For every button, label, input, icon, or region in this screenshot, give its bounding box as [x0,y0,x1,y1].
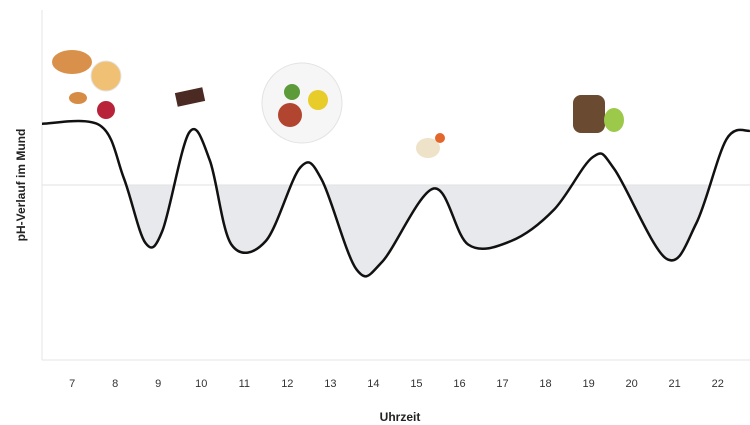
x-axis-label: Uhrzeit [380,410,421,424]
x-tick-label: 21 [669,378,681,390]
food-chocolate [175,87,205,107]
chart: pH-Verlauf im Mund Uhrzeit 7 8 9 10 11 12 13 14… [0,0,750,425]
x-tick-label: 8 [112,378,118,390]
food-breakfast [52,50,121,119]
x-tick-label: 16 [453,378,465,390]
x-tick-label: 14 [367,378,379,390]
x-tick-label: 15 [410,378,422,390]
food-sandwich [573,95,624,133]
x-tick-label: 13 [324,378,336,390]
x-tick-label: 17 [496,378,508,390]
food-dessert [416,133,445,158]
x-tick-label: 9 [155,378,161,390]
x-tick-label: 18 [539,378,551,390]
x-tick-label: 19 [582,378,594,390]
x-tick-label: 12 [281,378,293,390]
x-tick-label: 10 [195,378,207,390]
below-threshold-area [42,10,750,276]
x-tick-label: 11 [239,378,250,390]
y-axis-label: pH-Verlauf im Mund [14,129,28,242]
x-tick-label: 22 [712,378,724,390]
x-tick-label: 7 [69,378,75,390]
food-plate [262,63,342,143]
x-tick-label: 20 [626,378,638,390]
